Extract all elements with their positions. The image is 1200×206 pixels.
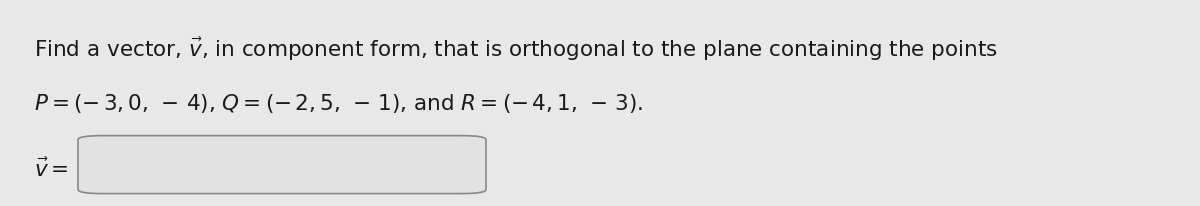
- Text: $\vec{v} =$: $\vec{v} =$: [34, 157, 68, 180]
- Text: $P = (-\,3, 0,\,-\,4)$, $Q = (-\,2, 5,\,-\,1)$, and $R = (-\,4, 1,\,-\,3)$.: $P = (-\,3, 0,\,-\,4)$, $Q = (-\,2, 5,\,…: [34, 91, 643, 115]
- FancyBboxPatch shape: [78, 136, 486, 194]
- Text: Find a vector, $\vec{v}$, in component form, that is orthogonal to the plane con: Find a vector, $\vec{v}$, in component f…: [34, 36, 997, 63]
